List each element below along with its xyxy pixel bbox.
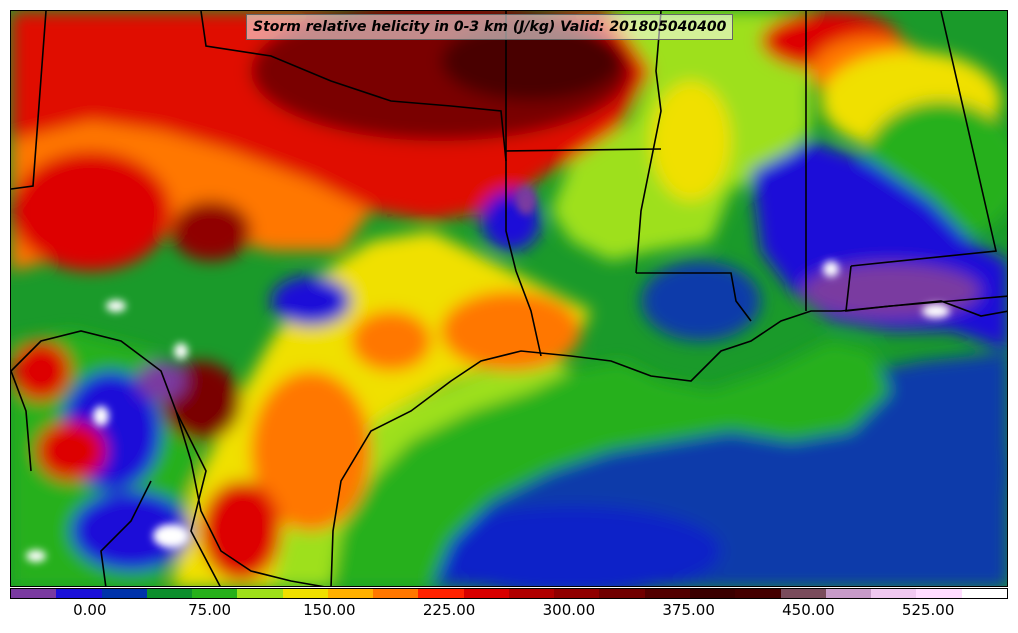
darkred-core xyxy=(441,21,621,101)
colorbar-segment xyxy=(689,589,736,598)
blue-central xyxy=(271,276,351,326)
ar-border xyxy=(505,11,542,357)
ga-al-border xyxy=(850,11,997,267)
gulf-east-blue xyxy=(871,361,1007,581)
helicity-field xyxy=(11,11,1007,586)
mexico-state-1 xyxy=(11,370,32,472)
colorbar-tick-label: 525.00 xyxy=(901,601,955,619)
colorbar-segment xyxy=(825,589,872,598)
gulf-deep xyxy=(421,506,721,586)
colorbar-segment xyxy=(11,589,57,598)
colorbar-segment xyxy=(418,589,464,598)
high-helicity-spots xyxy=(26,187,950,562)
ar-la-border xyxy=(505,148,662,152)
tx-ok-border xyxy=(200,11,507,162)
nm-tx-border xyxy=(11,11,47,190)
colorbar-segment xyxy=(146,589,193,598)
colorbar-segment xyxy=(282,589,328,598)
rio-grande xyxy=(11,330,325,586)
la-ms-border xyxy=(636,272,752,322)
map-panel xyxy=(10,10,1008,587)
colorbar-ticks: 0.00 75.00 150.00 225.00 300.00 375.00 450.00 5… xyxy=(10,601,1008,625)
helicity-map xyxy=(11,11,1007,586)
colorbar-segment xyxy=(237,589,283,598)
colorbar-segment xyxy=(508,589,555,598)
colorbar-tick-label: 300.00 xyxy=(542,601,596,619)
ms-yellow xyxy=(651,81,731,201)
colorbar-segment xyxy=(327,589,374,598)
map-title: Storm relative helicity in 0-3 km (J/kg)… xyxy=(246,14,734,40)
mexico-state-2 xyxy=(100,480,152,586)
colorbar-tick-label: 225.00 xyxy=(422,601,476,619)
colorbar xyxy=(10,588,1008,599)
mexico-purple xyxy=(136,361,186,401)
colorbar-segment xyxy=(871,589,917,598)
colorbar-segment xyxy=(554,589,600,598)
red-nw xyxy=(11,151,171,271)
colorbar-segment xyxy=(599,589,645,598)
mexico-red xyxy=(36,421,106,481)
boundaries xyxy=(11,11,1007,586)
colorbar-segment xyxy=(780,589,826,598)
colorbar-tick-label: 375.00 xyxy=(662,601,715,619)
colorbar-tick-label: 150.00 xyxy=(303,601,356,619)
colorbar-segment xyxy=(192,589,238,598)
coastal-green xyxy=(311,341,891,586)
colorbar-segment xyxy=(56,589,102,598)
colorbar-segment xyxy=(735,589,781,598)
mexico-red-s xyxy=(201,481,281,581)
colorbar-tick-label: 0.00 xyxy=(73,601,107,619)
colorbar-tick-label: 450.00 xyxy=(782,601,835,619)
ms-river xyxy=(635,11,662,274)
gulf-coast xyxy=(330,300,1007,586)
colorbar-segment xyxy=(961,589,1007,598)
orange-central xyxy=(351,311,431,371)
colorbar-segment xyxy=(916,589,962,598)
orange-east-tx xyxy=(441,291,581,371)
mexico-state-3 xyxy=(175,410,221,586)
orange-south-tx xyxy=(251,371,371,531)
colorbar-segment xyxy=(644,589,690,598)
mexico-red-w xyxy=(11,341,71,401)
darkred-nw-pocket xyxy=(171,201,251,261)
colorbar-segment xyxy=(373,589,419,598)
colorbar-segment xyxy=(463,589,509,598)
blue-la xyxy=(641,261,761,341)
colorbar-segment xyxy=(101,589,147,598)
colorbar-tick-label: 75.00 xyxy=(188,601,232,619)
